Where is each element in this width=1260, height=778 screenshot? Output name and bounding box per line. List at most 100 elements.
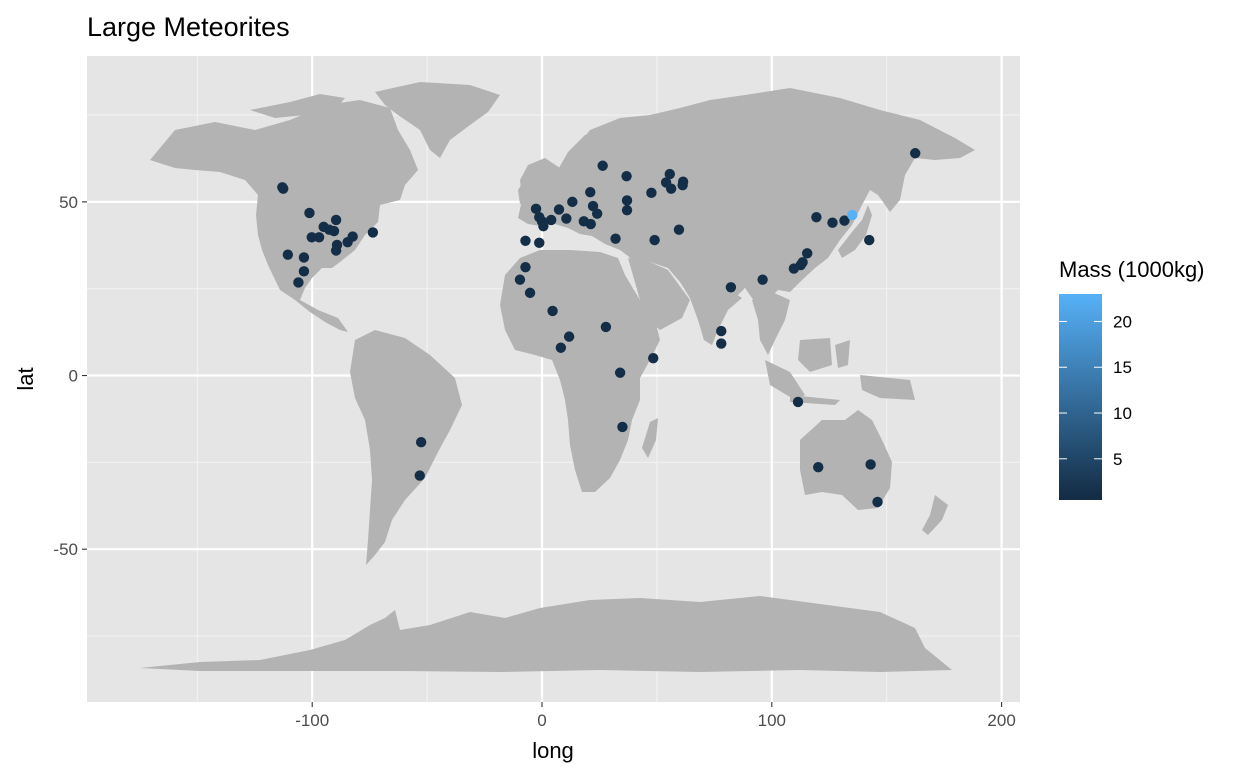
legend: Mass (1000kg) 5 10 15 20 — [1059, 257, 1205, 500]
meteorite-point — [621, 170, 632, 182]
meteorite-point — [546, 214, 557, 226]
meteorite-point — [664, 168, 675, 180]
x-tick-label: 100 — [758, 711, 786, 730]
meteorite-point — [813, 462, 824, 473]
meteorite-point — [278, 183, 289, 194]
meteorite-point — [520, 235, 531, 246]
indian-subcontinent — [695, 285, 742, 345]
meteorite-point — [716, 325, 727, 337]
new-zealand — [922, 495, 948, 535]
arabian-peninsula — [628, 258, 690, 330]
meteorite-point — [313, 232, 325, 243]
y-axis-title: lat — [13, 367, 38, 390]
x-axis-title: long — [532, 738, 574, 763]
greenland-landmass — [375, 82, 500, 158]
meteorite-point — [725, 282, 737, 293]
legend-colorbar — [1059, 294, 1102, 500]
meteorite-point — [298, 266, 310, 277]
meteorite-point — [802, 248, 813, 259]
meteorite-point — [328, 225, 340, 237]
meteorite-point — [414, 470, 425, 481]
legend-tick-label: 20 — [1113, 312, 1132, 331]
meteorite-point — [792, 396, 804, 408]
meteorite-point — [282, 249, 294, 260]
x-axis: -100 0 100 200 — [295, 702, 1016, 730]
meteorite-point — [415, 437, 427, 448]
meteorite-point — [621, 195, 633, 206]
meteorite-point — [304, 207, 315, 219]
meteorite-point — [555, 342, 567, 353]
meteorite-point — [514, 274, 526, 285]
meteorite-point — [757, 274, 768, 285]
meteorite-point — [610, 233, 621, 244]
y-tick-label: 0 — [69, 367, 78, 386]
north-america-landmass — [150, 100, 418, 332]
legend-tick-label: 10 — [1113, 404, 1132, 423]
japan — [838, 205, 872, 258]
meteorite-point — [716, 338, 727, 349]
legend-tick-label: 15 — [1113, 358, 1132, 377]
meteorite-point — [585, 218, 596, 230]
scandinavia-landmass — [555, 128, 618, 190]
meteorite-point — [298, 252, 310, 263]
x-tick-label: -100 — [295, 711, 329, 730]
australia-landmass — [800, 410, 892, 510]
meteorite-point — [547, 305, 558, 317]
y-axis: -50 0 50 — [53, 193, 87, 559]
indochina — [752, 292, 790, 355]
meteorite-point — [306, 232, 317, 243]
meteorite-point — [591, 208, 603, 219]
meteorite-point — [567, 196, 578, 208]
y-tick-label: -50 — [53, 540, 78, 559]
meteorite-point — [530, 203, 542, 215]
meteorite-point — [293, 277, 304, 288]
meteorite-point — [534, 237, 545, 249]
meteorite-point — [621, 205, 633, 216]
meteorite-point — [520, 261, 531, 273]
meteorite-point — [797, 257, 808, 268]
meteorite-point — [811, 211, 822, 223]
meteorite-point — [677, 180, 688, 191]
antarctica-landmass — [140, 596, 952, 672]
meteorite-point — [563, 331, 575, 342]
meteorite-point — [585, 186, 596, 198]
legend-tick-label: 5 — [1113, 450, 1122, 469]
meteorite-point — [865, 459, 876, 470]
meteorite-point — [910, 148, 921, 159]
meteorite-point — [600, 321, 612, 333]
meteorite-point — [847, 209, 858, 221]
x-tick-label: 0 — [537, 711, 546, 730]
meteorite-point — [648, 352, 659, 364]
meteorite-point — [367, 227, 379, 238]
indonesia-islands — [765, 338, 915, 405]
meteorite-point — [665, 183, 677, 194]
legend-title: Mass (1000kg) — [1059, 257, 1205, 282]
meteorite-point — [330, 214, 342, 226]
meteorite-point — [646, 187, 657, 199]
canadian-arctic-islands — [250, 94, 345, 118]
great-britain — [518, 178, 532, 204]
chart-title: Large Meteorites — [87, 12, 290, 42]
meteorite-point — [673, 224, 685, 235]
meteorite-point — [839, 215, 850, 226]
meteorite-point — [617, 421, 628, 433]
meteorite-point — [538, 220, 549, 232]
meteorite-point — [872, 496, 883, 508]
eurasia-landmass — [518, 88, 975, 345]
meteorite-point — [597, 160, 608, 171]
world-map-land — [140, 82, 975, 672]
meteorite-point — [561, 213, 572, 224]
meteorite-point — [587, 200, 599, 212]
meteorite-point — [649, 234, 660, 246]
meteorite-point — [347, 231, 358, 242]
y-tick-label: 50 — [59, 193, 78, 212]
meteorite-point — [330, 245, 342, 256]
x-tick-label: 200 — [987, 711, 1015, 730]
meteorite-points — [277, 148, 921, 508]
meteorite-point — [614, 367, 626, 378]
madagascar — [642, 418, 658, 458]
meteorite-point — [524, 287, 536, 299]
legend-ticks: 5 10 15 20 — [1059, 312, 1132, 469]
meteorite-point — [864, 234, 875, 246]
